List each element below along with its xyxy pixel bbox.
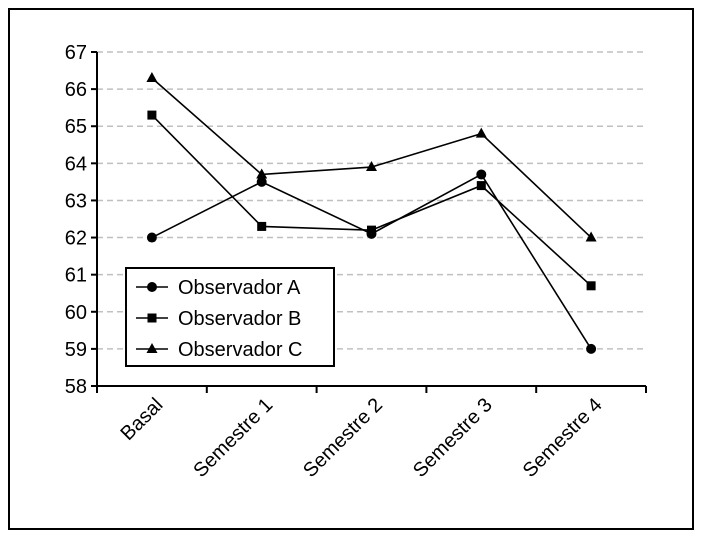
x-tick-label: Semestre 2 [299,394,387,482]
legend-box [125,267,335,367]
legend-entry: Observador C [136,339,303,361]
data-point [476,169,487,180]
y-tick-label: 60 [65,302,87,324]
y-tick-label: 59 [65,339,87,361]
data-point [147,110,157,120]
series-2 [147,110,596,291]
y-tick-label: 67 [65,42,87,64]
data-point [256,176,267,187]
y-tick-label: 66 [65,79,87,101]
legend-label: Observador B [178,308,301,330]
legend-entry: Observador B [136,308,301,330]
data-point [257,221,267,231]
x-axis-ticks: Basal Semestre 1 Semestre 2 Semestre 3 Semes… [96,386,647,482]
data-point [585,231,597,242]
x-tick-label: Semestre 1 [189,394,277,482]
data-point [476,181,486,191]
y-tick-label: 58 [65,376,87,398]
y-tick-label: 65 [65,116,87,138]
data-point [146,232,157,243]
data-point [586,281,596,291]
legend-marker [146,343,158,353]
data-point [475,127,487,138]
y-axis-ticks: 58 59 60 61 62 63 64 65 66 67 [65,42,97,398]
series-3 [146,71,597,242]
legend-entry: Observador A [136,277,301,299]
y-tick-label: 63 [65,190,87,212]
legend: Observador A Observador B Observador C [125,267,335,367]
series-line [151,77,592,239]
x-tick-label: Basal [117,394,168,445]
y-tick-label: 61 [65,265,87,287]
y-tick-label: 62 [65,228,87,250]
series-group [146,71,597,354]
data-point [256,168,268,179]
legend-label: Observador A [178,277,301,299]
data-point [366,161,377,172]
chart-frame [8,8,694,530]
legend-marker [147,282,157,292]
x-tick-label: Semestre 4 [519,394,607,482]
legend-label: Observador C [178,339,303,361]
data-point [146,71,158,82]
y-tick-label: 64 [65,153,87,175]
legend-marker [147,313,157,323]
axes [96,52,646,387]
data-point [367,225,376,235]
data-point [586,343,597,354]
x-tick-label: Semestre 3 [409,394,497,482]
